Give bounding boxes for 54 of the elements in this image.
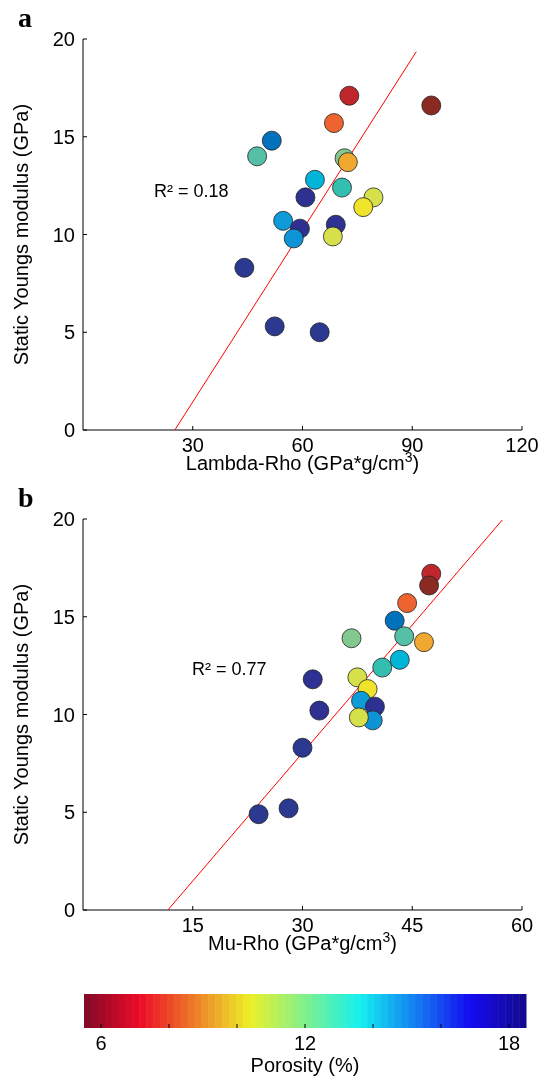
y-tick-label: 15 [52, 125, 75, 148]
y-tick-label: 0 [63, 419, 75, 441]
point [295, 187, 316, 208]
point [397, 593, 418, 613]
y-tick-label: 10 [52, 223, 75, 246]
x-tick-label: 60 [510, 914, 534, 936]
y-tick-label: 20 [52, 28, 75, 50]
y-tick-label: 5 [63, 321, 75, 344]
point [421, 95, 442, 116]
y-axis-title: Static Youngs modulus (GPa) [10, 103, 32, 366]
point [273, 210, 294, 231]
point [305, 169, 325, 190]
point [292, 737, 313, 758]
point [283, 228, 304, 249]
point [419, 575, 439, 596]
y-tick-label: 10 [52, 703, 75, 726]
point [414, 632, 434, 653]
x-tick-label: 45 [401, 914, 424, 936]
color-bar-label: 12 [293, 1032, 317, 1054]
point [234, 257, 255, 278]
point [322, 226, 343, 247]
color-bar-label: 18 [497, 1032, 521, 1054]
chart-title: b [18, 482, 34, 513]
point [261, 130, 282, 151]
point [394, 626, 415, 647]
y-tick-label: 15 [52, 605, 75, 628]
annotation: R² = 0.77 [192, 659, 267, 679]
point [348, 707, 369, 728]
point [372, 657, 393, 678]
y-axis-title: Static Youngs modulus (GPa) [10, 583, 32, 846]
color-bar-title: Porosity (%) [250, 1054, 360, 1076]
y-tick-label: 20 [52, 508, 75, 530]
color-bar-label: 6 [95, 1032, 107, 1054]
point [302, 669, 323, 690]
point [353, 197, 374, 218]
point [278, 798, 299, 819]
point [264, 316, 285, 337]
point [247, 146, 268, 167]
annotation: R² = 0.18 [154, 181, 229, 201]
x-tick-label: 15 [181, 914, 204, 936]
point [332, 177, 352, 198]
point [309, 700, 330, 721]
y-tick-label: 5 [63, 801, 75, 824]
point [309, 322, 330, 343]
y-tick-label: 0 [63, 899, 75, 921]
x-tick-label: 120 [505, 434, 539, 456]
point [389, 649, 410, 670]
chart-title: a [18, 2, 32, 33]
x-tick-label: 60 [291, 434, 314, 456]
point [248, 804, 269, 825]
point [341, 628, 362, 649]
point [339, 85, 360, 106]
point [324, 113, 344, 133]
point [384, 610, 405, 631]
